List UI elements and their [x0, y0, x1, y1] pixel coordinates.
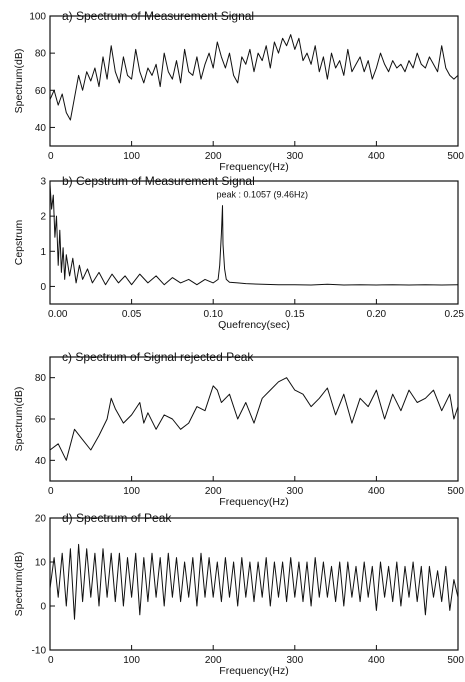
- x-tick-label: 100: [123, 151, 140, 162]
- x-tick-label: 400: [368, 486, 385, 497]
- x-tick-label: 100: [123, 655, 140, 666]
- x-tick-label: 300: [286, 151, 303, 162]
- x-tick-label: 0: [48, 655, 54, 666]
- y-tick-label: 40: [35, 456, 47, 467]
- x-tick-label: 500: [447, 486, 464, 497]
- y-tick-label: 10: [35, 558, 47, 569]
- y-axis-title: Cepstrum: [13, 219, 25, 265]
- plot-frame: [50, 518, 458, 650]
- series-line: [50, 378, 458, 461]
- chart-panel-b: b) Cepstrum of Measurement Signal 0.00 0.0…: [13, 174, 464, 331]
- y-tick-label: 3: [40, 177, 46, 188]
- y-axis-title: Spectrum(dB): [13, 387, 25, 452]
- peak-annotation: peak : 0.1057 (9.46Hz): [217, 190, 309, 200]
- y-tick-label: 80: [35, 49, 47, 60]
- y-tick-label: 1: [40, 247, 46, 258]
- y-tick-label: 0: [40, 602, 46, 613]
- x-tick-label: 500: [447, 151, 464, 162]
- x-axis-title: Frequency(Hz): [219, 665, 288, 677]
- panel-title: a) Spectrum of Measurement Signal: [62, 9, 254, 23]
- plot-frame: [50, 16, 458, 146]
- x-tick-label: 0.05: [122, 309, 142, 320]
- y-tick-label: 20: [35, 514, 47, 525]
- x-tick-label: 0.25: [445, 309, 465, 320]
- series-line: [50, 544, 458, 619]
- y-tick-label: 0: [40, 282, 46, 293]
- y-tick-label: 60: [35, 415, 47, 426]
- x-axis-title: Frequency(Hz): [219, 161, 288, 173]
- panel-title: b) Cepstrum of Measurement Signal: [62, 174, 255, 188]
- y-tick-label: 80: [35, 373, 47, 384]
- panel-title: d) Spectrum of Peak: [62, 511, 172, 525]
- x-tick-label: 0.20: [367, 309, 387, 320]
- x-tick-label: 500: [447, 655, 464, 666]
- y-tick-label: 100: [29, 12, 46, 23]
- plot-frame: [50, 357, 458, 481]
- x-tick-label: 100: [123, 486, 140, 497]
- series-line: [50, 35, 458, 120]
- x-tick-label: 300: [286, 486, 303, 497]
- x-tick-label: 400: [368, 151, 385, 162]
- y-axis-title: Spectrum(dB): [13, 552, 25, 617]
- y-tick-label: 60: [35, 86, 47, 97]
- x-axis-title: Frequency(Hz): [219, 496, 288, 508]
- x-tick-label: 0: [48, 151, 54, 162]
- x-tick-label: 400: [368, 655, 385, 666]
- x-axis-title: Quefrency(sec): [218, 319, 290, 331]
- x-tick-label: 300: [286, 655, 303, 666]
- x-tick-label: 0: [48, 486, 54, 497]
- y-tick-label: 40: [35, 123, 47, 134]
- y-tick-label: -10: [32, 646, 47, 657]
- x-tick-label: 0.00: [48, 309, 68, 320]
- y-axis-title: Spectrum(dB): [13, 49, 25, 114]
- y-tick-label: 2: [40, 212, 46, 223]
- panel-title: c) Spectrum of Signal rejected Peak: [62, 350, 254, 364]
